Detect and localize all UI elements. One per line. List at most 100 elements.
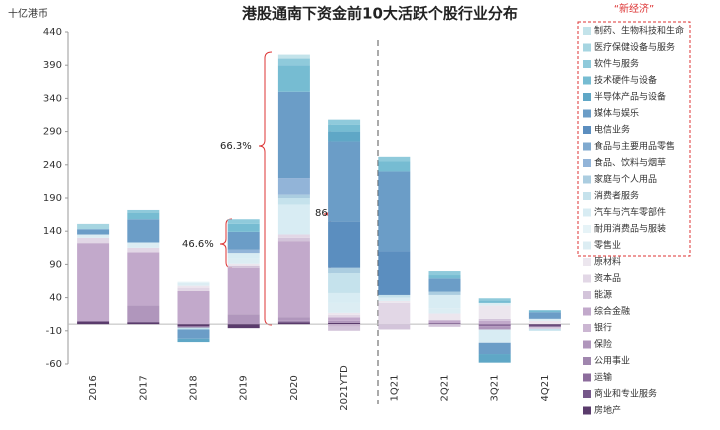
bar-segment xyxy=(277,234,310,238)
y-tick-label: -10 xyxy=(46,326,62,337)
bar-segment xyxy=(227,223,260,232)
bar-segment xyxy=(528,312,561,319)
bar-segment xyxy=(528,320,561,325)
bar-segment xyxy=(277,241,310,318)
bar-segment xyxy=(428,291,461,295)
bar-segment xyxy=(478,354,511,363)
bar-segment xyxy=(227,314,260,325)
bar-segment xyxy=(378,302,411,325)
bar-segment xyxy=(428,324,461,327)
y-tick-label: 390 xyxy=(43,60,62,71)
bar-segment xyxy=(127,252,160,306)
legend-swatch xyxy=(583,357,591,365)
annotation: 46.6% xyxy=(182,239,214,250)
legend-label: 商业和专业服务 xyxy=(594,388,657,400)
bar-segment xyxy=(328,141,361,222)
bar-segment xyxy=(378,161,411,172)
bar-segment xyxy=(328,292,361,303)
bar-segment xyxy=(478,320,511,325)
legend-label: 软件与服务 xyxy=(594,58,639,70)
bar-segment xyxy=(328,320,361,323)
bar-segment xyxy=(127,242,160,248)
bar-segment xyxy=(428,313,461,321)
legend-label: 电信业务 xyxy=(594,124,630,136)
x-tick-label: 2017 xyxy=(138,375,149,400)
bar-segment xyxy=(428,271,461,276)
bar-segment xyxy=(478,302,511,306)
y-tick-label: 440 xyxy=(43,27,62,38)
legend-swatch xyxy=(583,76,591,85)
legend-swatch xyxy=(583,390,591,398)
bar-segment xyxy=(277,317,310,321)
bar-segment xyxy=(277,322,310,325)
legend-label: 医疗保健设备与服务 xyxy=(594,41,675,53)
bar-segment xyxy=(77,237,110,244)
legend-swatch xyxy=(583,324,591,332)
bar-segment xyxy=(127,247,160,253)
bar-segment xyxy=(378,297,411,301)
bar-segment xyxy=(528,310,561,313)
bar-segment xyxy=(328,322,361,325)
bar-segment xyxy=(227,249,260,254)
bar-segment xyxy=(378,171,411,252)
bar-segment xyxy=(77,243,110,322)
bar-segment xyxy=(428,275,461,279)
bar-segment xyxy=(328,326,361,331)
legend-swatch xyxy=(583,126,591,134)
bar-segment xyxy=(177,287,210,291)
x-tick-label: 2018 xyxy=(189,375,200,400)
bar-segment xyxy=(478,300,511,303)
bar-segment xyxy=(478,298,511,301)
x-tick-label: 2016 xyxy=(88,375,99,400)
bar-segment xyxy=(227,258,260,264)
bar-segment xyxy=(277,198,310,205)
bar-segment xyxy=(378,300,411,303)
bar-segment xyxy=(277,178,310,195)
bar-segment xyxy=(328,119,361,125)
bar-segment xyxy=(328,273,361,293)
bar-segment xyxy=(478,324,511,327)
bar-segment xyxy=(428,308,461,314)
bar-segment xyxy=(177,327,210,330)
legend-swatch xyxy=(583,192,591,200)
bar-segment xyxy=(77,223,110,230)
legend-label: 消费者服务 xyxy=(594,190,639,202)
bar-segment xyxy=(528,318,561,321)
legend-group-label: “新经济” xyxy=(614,2,654,15)
bar-segment xyxy=(428,278,461,292)
bar-segment xyxy=(328,314,361,318)
bar-segment xyxy=(428,320,461,324)
bar-segment xyxy=(328,267,361,274)
bar-segment xyxy=(227,231,260,250)
y-tick-label: 240 xyxy=(43,160,62,171)
y-axis-label: 十亿港币 xyxy=(8,7,48,20)
bracket xyxy=(258,51,273,326)
bar-segment xyxy=(528,324,561,326)
y-tick-label: -60 xyxy=(46,359,62,370)
y-tick-label: 140 xyxy=(43,226,62,237)
legend-label: 原材料 xyxy=(594,256,621,268)
bar-segment xyxy=(127,212,160,220)
legend-label: 能源 xyxy=(594,289,612,301)
bar-segment xyxy=(328,302,361,313)
legend-swatch xyxy=(583,406,591,415)
bar-segment xyxy=(127,305,160,323)
bar-segment xyxy=(277,320,310,323)
bar-segment xyxy=(77,234,110,238)
bar-segment xyxy=(177,329,210,339)
x-tick-label: 1Q21 xyxy=(389,375,400,402)
legend-label: 保险 xyxy=(594,338,612,350)
legend-swatch xyxy=(583,60,591,68)
bar-segment xyxy=(127,322,160,325)
bar-segment xyxy=(378,156,411,162)
bar-segment xyxy=(328,221,361,268)
bar-segment xyxy=(127,219,160,243)
legend-label: 银行 xyxy=(594,322,612,334)
bar-segment xyxy=(328,324,361,327)
bar-segment xyxy=(328,131,361,142)
annotation: 66.3% xyxy=(220,141,252,152)
bar-segment xyxy=(177,285,210,288)
bar-segment xyxy=(227,219,260,224)
bar-segment xyxy=(177,326,210,328)
